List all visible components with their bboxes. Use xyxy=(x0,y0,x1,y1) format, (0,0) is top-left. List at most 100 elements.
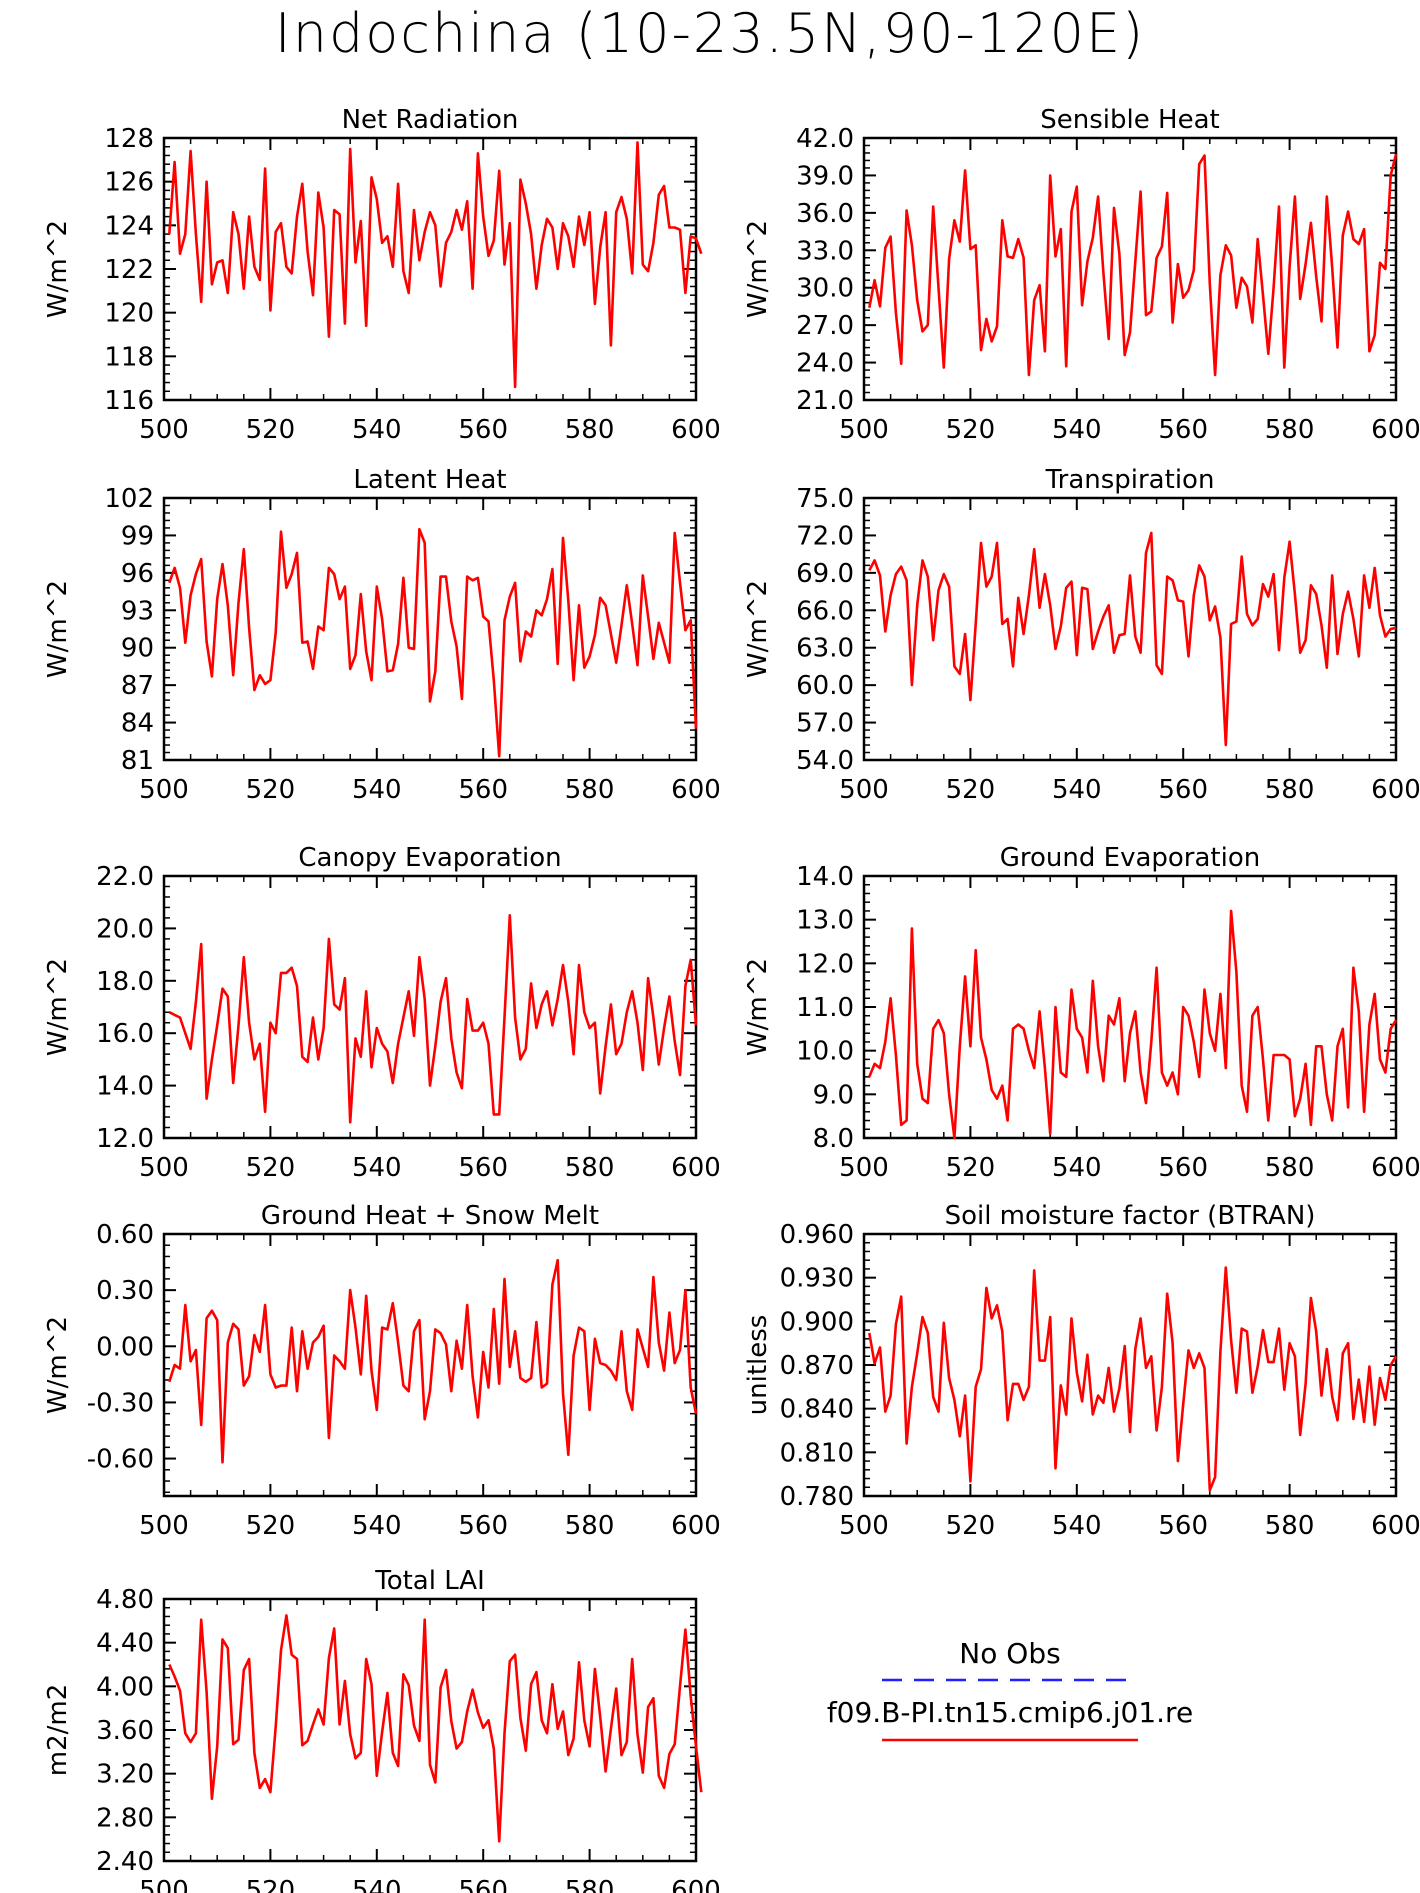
panel-title: Ground Heat + Snow Melt xyxy=(261,1201,599,1231)
y-tick-label: 66.0 xyxy=(796,596,854,626)
series-line xyxy=(168,141,703,389)
y-axis-label: W/m^2 xyxy=(743,220,773,318)
y-tick-label: 14.0 xyxy=(796,862,854,892)
x-tick-label: 600 xyxy=(671,415,721,445)
y-tick-label: 4.00 xyxy=(96,1672,154,1702)
y-tick-label: 0.810 xyxy=(780,1438,854,1468)
series-line xyxy=(168,913,698,1124)
x-tick-label: 520 xyxy=(246,415,296,445)
y-tick-label: 24.0 xyxy=(796,349,854,379)
y-tick-label: 4.80 xyxy=(96,1585,154,1615)
y-tick-label: 81 xyxy=(121,746,154,776)
panel-title: Canopy Evaporation xyxy=(298,843,561,873)
x-tick-label: 560 xyxy=(1158,1153,1208,1183)
x-tick-label: 580 xyxy=(565,1511,615,1541)
x-tick-label: 540 xyxy=(1052,415,1102,445)
chart-panel: Latent Heat W/m^2 500 520 540 560 580 600 81 84 87… xyxy=(43,465,721,805)
y-tick-label: 8.0 xyxy=(813,1124,854,1154)
y-tick-label: 12.0 xyxy=(96,1124,154,1154)
y-tick-label: 13.0 xyxy=(796,906,854,936)
chart-panel: Sensible Heat W/m^2 500 520 540 560 580 600 21.0… xyxy=(743,105,1420,445)
x-tick-label: 540 xyxy=(352,1876,402,1893)
plot-frame xyxy=(862,496,1398,762)
x-tick-label: 520 xyxy=(946,1153,996,1183)
plot-frame xyxy=(162,1232,698,1498)
x-tick-label: 500 xyxy=(139,1876,189,1893)
y-tick-label: -0.30 xyxy=(87,1388,154,1418)
y-axis-label: W/m^2 xyxy=(43,1316,73,1414)
y-tick-label: 60.0 xyxy=(796,671,854,701)
x-tick-label: 540 xyxy=(1052,775,1102,805)
y-tick-label: 9.0 xyxy=(813,1080,854,1110)
panels: Net Radiation W/m^2 500 520 540 560 580 600 116 1… xyxy=(43,105,1420,1893)
x-tick-label: 580 xyxy=(1265,1153,1315,1183)
y-tick-label: 128 xyxy=(104,124,154,154)
y-axis-label: W/m^2 xyxy=(743,958,773,1056)
x-tick-label: 580 xyxy=(1265,1511,1315,1541)
x-tick-label: 560 xyxy=(1158,415,1208,445)
y-tick-label: 54.0 xyxy=(796,746,854,776)
series-line xyxy=(868,909,1398,1140)
y-tick-label: 22.0 xyxy=(96,862,154,892)
x-tick-label: 500 xyxy=(839,415,889,445)
x-tick-label: 540 xyxy=(352,1153,402,1183)
y-tick-label: 30.0 xyxy=(796,274,854,304)
legend-model-label: f09.B-PI.tn15.cmip6.j01.re xyxy=(827,1696,1193,1729)
x-tick-label: 500 xyxy=(139,1511,189,1541)
x-tick-label: 560 xyxy=(1158,1511,1208,1541)
panel-title: Sensible Heat xyxy=(1040,105,1219,135)
chart-panel: Net Radiation W/m^2 500 520 540 560 580 600 116 1… xyxy=(43,105,721,445)
x-tick-label: 560 xyxy=(458,1876,508,1893)
x-tick-label: 520 xyxy=(946,1511,996,1541)
y-tick-label: 0.960 xyxy=(780,1220,854,1250)
plot-frame xyxy=(162,496,698,762)
x-tick-label: 520 xyxy=(246,1876,296,1893)
y-tick-label: 96 xyxy=(121,559,154,589)
x-tick-label: 560 xyxy=(458,415,508,445)
y-tick-label: 0.840 xyxy=(780,1395,854,1425)
x-tick-label: 580 xyxy=(565,775,615,805)
y-tick-label: 2.80 xyxy=(96,1803,154,1833)
y-tick-label: 90 xyxy=(121,634,154,664)
y-tick-label: 87 xyxy=(121,671,154,701)
chart-panel: Total LAI m2/m2 500 520 540 560 580 600 2.40 2.80… xyxy=(43,1566,721,1893)
y-tick-label: 116 xyxy=(104,386,154,416)
y-tick-label: 0.60 xyxy=(96,1220,154,1250)
y-tick-label: 99 xyxy=(121,521,154,551)
x-tick-label: 520 xyxy=(946,775,996,805)
plot-frame xyxy=(862,874,1398,1140)
y-axis-label: m2/m2 xyxy=(43,1684,73,1777)
y-tick-label: 2.40 xyxy=(96,1847,154,1877)
y-tick-label: 72.0 xyxy=(796,521,854,551)
y-tick-label: 93 xyxy=(121,596,154,626)
panel-title: Latent Heat xyxy=(353,465,506,495)
series-line xyxy=(868,153,1398,377)
x-tick-label: 580 xyxy=(565,1153,615,1183)
legend: No Obs f09.B-PI.tn15.cmip6.j01.re xyxy=(827,1637,1193,1742)
y-tick-label: 118 xyxy=(104,342,154,372)
y-tick-label: 21.0 xyxy=(796,386,854,416)
series-line xyxy=(868,531,1397,747)
y-tick-label: 10.0 xyxy=(796,1037,854,1067)
y-axis-label: W/m^2 xyxy=(43,220,73,318)
main-title: Indochina (10-23.5N,90-120E) xyxy=(275,2,1145,65)
y-tick-label: 0.780 xyxy=(780,1482,854,1512)
x-tick-label: 520 xyxy=(246,1511,296,1541)
panel-title: Net Radiation xyxy=(342,105,519,135)
plot-frame xyxy=(162,136,698,402)
series-line xyxy=(168,1614,703,1843)
x-tick-label: 600 xyxy=(671,1153,721,1183)
x-tick-label: 540 xyxy=(352,415,402,445)
y-tick-label: 3.60 xyxy=(96,1716,154,1746)
x-tick-label: 560 xyxy=(458,775,508,805)
x-tick-label: 500 xyxy=(139,1153,189,1183)
y-tick-label: 39.0 xyxy=(796,161,854,191)
y-tick-label: 14.0 xyxy=(96,1072,154,1102)
x-tick-label: 600 xyxy=(1371,1511,1420,1541)
plot-frame xyxy=(862,1232,1398,1498)
x-tick-label: 600 xyxy=(1371,1153,1420,1183)
panel-title: Soil moisture factor (BTRAN) xyxy=(945,1201,1316,1231)
series-line xyxy=(868,1266,1398,1492)
y-tick-label: 4.40 xyxy=(96,1629,154,1659)
